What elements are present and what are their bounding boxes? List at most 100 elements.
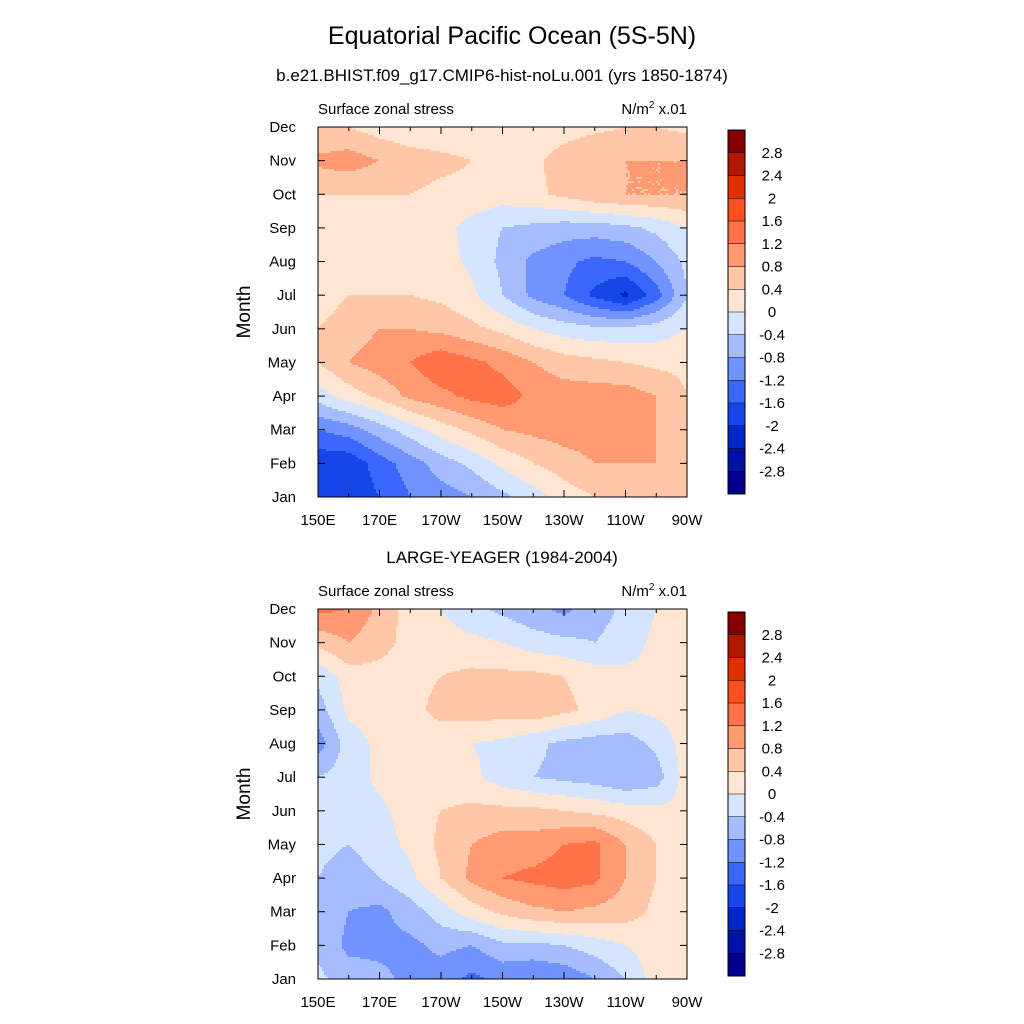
y-tick-label: Dec — [269, 119, 296, 136]
colorbar-label: 2.4 — [762, 168, 783, 185]
colorbar: -2.8 -2.4 -2 -1.6 -1.2 -0.8 -0.4 0 0.4 0.8 1.2 1.6 2… — [727, 129, 785, 495]
colorbar-label: -2.8 — [759, 463, 785, 480]
colorbar-box — [728, 816, 745, 840]
colorbar-box — [728, 657, 745, 681]
y-tick-label: Jan — [272, 971, 296, 988]
colorbar-label: 0 — [768, 304, 776, 321]
colorbar-box — [728, 266, 745, 290]
contour-field — [318, 609, 687, 979]
x-tick-label: 150E — [300, 994, 335, 1011]
y-tick-label: Aug — [269, 736, 296, 753]
y-tick-label: Jun — [272, 803, 296, 820]
colorbar-box — [728, 953, 745, 977]
variable-label: Surface zonal stress — [318, 583, 454, 600]
colorbar-label: -2 — [765, 418, 778, 435]
colorbar-box — [728, 680, 745, 704]
contour-field — [318, 127, 687, 497]
colorbar-label: 1.2 — [762, 236, 783, 253]
units-label: N/m2 x.01 — [621, 582, 687, 600]
colorbar-label: -1.6 — [759, 877, 785, 894]
x-tick-label: 150E — [300, 512, 335, 529]
colorbar-label: 2.8 — [762, 145, 783, 162]
y-tick-label: Jul — [277, 769, 296, 786]
colorbar-box — [728, 152, 745, 176]
y-axis-label: Month — [234, 768, 255, 821]
y-tick-label: May — [268, 836, 297, 853]
colorbar-box — [728, 885, 745, 909]
colorbar-box — [728, 471, 745, 495]
y-tick-label: Apr — [273, 388, 296, 405]
colorbar-label: -2.4 — [759, 441, 785, 458]
colorbar-box — [728, 907, 745, 931]
colorbar-label: 0.4 — [762, 763, 783, 780]
colorbar-label: 0.8 — [762, 741, 783, 758]
colorbar-box — [728, 448, 745, 472]
colorbar-box — [728, 198, 745, 222]
y-tick-label: Feb — [270, 937, 296, 954]
colorbar-label: -0.4 — [759, 327, 785, 344]
colorbar-label: 0.4 — [762, 281, 783, 298]
colorbar-box — [728, 130, 745, 154]
panel-2-title: LARGE-YEAGER (1984-2004) — [386, 548, 618, 567]
colorbar-box — [728, 771, 745, 795]
y-tick-label: Mar — [270, 904, 296, 921]
colorbar-box — [728, 289, 745, 313]
x-tick-label: 150W — [483, 994, 523, 1011]
y-tick-label: Apr — [273, 870, 296, 887]
colorbar-box — [728, 612, 745, 636]
colorbar-box — [728, 703, 745, 727]
panel-2: 150E 170E 170W 150W 130W 110W 90W Jan Feb Mar Apr M… — [234, 582, 785, 1011]
colorbar-box — [728, 403, 745, 427]
colorbar-label: -1.2 — [759, 854, 785, 871]
y-tick-label: Nov — [269, 635, 296, 652]
x-tick-label: 90W — [672, 512, 704, 529]
y-tick-label: Nov — [269, 153, 296, 170]
x-tick-label: 110W — [606, 512, 645, 529]
colorbar-label: 2.8 — [762, 627, 783, 644]
y-tick-label: Feb — [270, 455, 296, 472]
colorbar-label: 2 — [768, 190, 776, 207]
colorbar-box — [728, 334, 745, 358]
x-tick-label: 90W — [672, 994, 704, 1011]
colorbar: -2.8 -2.4 -2 -1.6 -1.2 -0.8 -0.4 0 0.4 0.8 1.2 1.6 2… — [727, 611, 785, 977]
y-tick-label: Jun — [272, 321, 296, 338]
y-tick-label: Aug — [269, 254, 296, 271]
colorbar-box — [728, 221, 745, 245]
x-tick-label: 170W — [421, 994, 461, 1011]
colorbar-box — [728, 930, 745, 954]
colorbar-box — [728, 794, 745, 818]
x-tick-label: 110W — [606, 994, 645, 1011]
y-tick-label: Jul — [277, 287, 296, 304]
colorbar-label: 0 — [768, 786, 776, 803]
colorbar-label: -1.2 — [759, 372, 785, 389]
units-label: N/m2 x.01 — [621, 100, 687, 118]
colorbar-box — [728, 839, 745, 863]
colorbar-box — [728, 175, 745, 199]
y-tick-label: Sep — [269, 702, 296, 719]
x-tick-label: 170E — [362, 994, 397, 1011]
colorbar-label: -0.8 — [759, 832, 785, 849]
colorbar-box — [728, 748, 745, 772]
panel-1: 150E 170E 170W 150W 130W 110W 90W Jan Feb Mar Apr M… — [234, 100, 785, 529]
colorbar-label: -2 — [765, 900, 778, 917]
colorbar-label: 2.4 — [762, 650, 783, 667]
panel-1-title: b.e21.BHIST.f09_g17.CMIP6-hist-noLu.001 … — [276, 66, 728, 85]
colorbar-box — [728, 425, 745, 449]
y-tick-label: Mar — [270, 422, 296, 439]
y-tick-label: Jan — [272, 489, 296, 506]
colorbar-label: -2.4 — [759, 923, 785, 940]
y-tick-label: Oct — [273, 668, 297, 685]
colorbar-box — [728, 380, 745, 404]
colorbar-label: -0.4 — [759, 809, 785, 826]
colorbar-box — [728, 312, 745, 336]
x-tick-label: 170E — [362, 512, 397, 529]
colorbar-box — [728, 243, 745, 267]
colorbar-label: 1.6 — [762, 213, 783, 230]
colorbar-box — [728, 357, 745, 381]
y-tick-label: Dec — [269, 601, 296, 618]
x-tick-label: 130W — [544, 512, 584, 529]
y-axis-label: Month — [234, 286, 255, 339]
y-tick-label: Oct — [273, 186, 297, 203]
